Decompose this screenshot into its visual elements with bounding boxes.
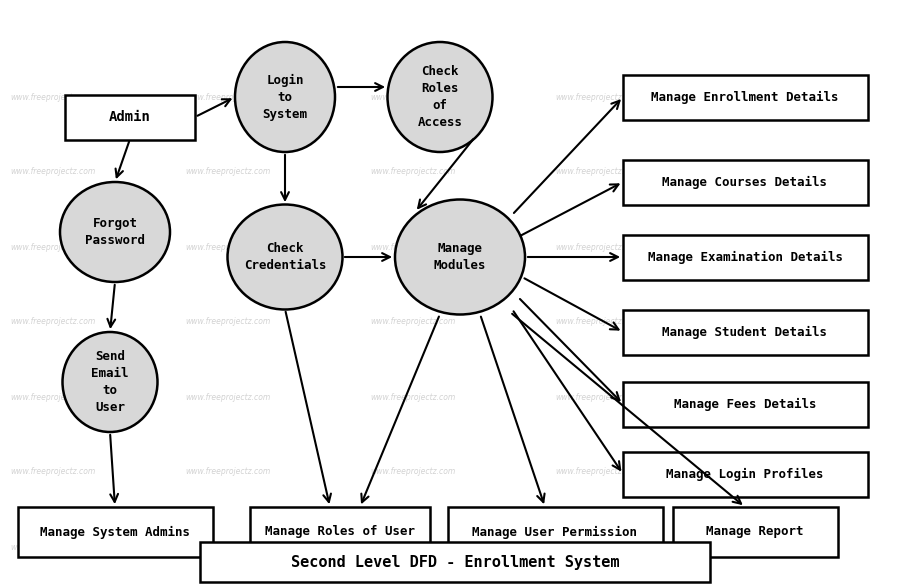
Text: www.freeprojectz.com: www.freeprojectz.com	[185, 467, 270, 477]
Text: www.freeprojectz.com: www.freeprojectz.com	[720, 318, 805, 326]
FancyBboxPatch shape	[623, 451, 867, 497]
Text: Manage Enrollment Details: Manage Enrollment Details	[651, 90, 839, 103]
Text: www.freeprojectz.com: www.freeprojectz.com	[555, 167, 640, 177]
FancyBboxPatch shape	[448, 507, 662, 557]
FancyBboxPatch shape	[250, 507, 430, 557]
Text: www.freeprojectz.com: www.freeprojectz.com	[370, 242, 455, 251]
Text: www.freeprojectz.com: www.freeprojectz.com	[370, 167, 455, 177]
Text: www.freeprojectz.com: www.freeprojectz.com	[370, 318, 455, 326]
FancyBboxPatch shape	[65, 95, 195, 140]
Text: Manage System Admins: Manage System Admins	[40, 525, 190, 538]
Text: www.freeprojectz.com: www.freeprojectz.com	[370, 467, 455, 477]
Text: www.freeprojectz.com: www.freeprojectz.com	[555, 467, 640, 477]
Text: Manage Login Profiles: Manage Login Profiles	[666, 467, 823, 481]
FancyBboxPatch shape	[623, 309, 867, 355]
Text: www.freeprojectz.com: www.freeprojectz.com	[720, 242, 805, 251]
Text: www.freeprojectz.com: www.freeprojectz.com	[10, 393, 95, 402]
FancyBboxPatch shape	[623, 160, 867, 204]
Text: www.freeprojectz.com: www.freeprojectz.com	[555, 318, 640, 326]
Text: www.freeprojectz.com: www.freeprojectz.com	[10, 318, 95, 326]
Text: Send
Email
to
User: Send Email to User	[92, 350, 129, 414]
Text: www.freeprojectz.com: www.freeprojectz.com	[720, 93, 805, 102]
Text: www.freeprojectz.com: www.freeprojectz.com	[10, 542, 95, 552]
Text: www.freeprojectz.com: www.freeprojectz.com	[185, 542, 270, 552]
Text: www.freeprojectz.com: www.freeprojectz.com	[185, 318, 270, 326]
Text: www.freeprojectz.com: www.freeprojectz.com	[720, 467, 805, 477]
Ellipse shape	[395, 200, 525, 315]
Text: www.freeprojectz.com: www.freeprojectz.com	[555, 393, 640, 402]
Ellipse shape	[227, 204, 343, 309]
Text: www.freeprojectz.com: www.freeprojectz.com	[555, 93, 640, 102]
Ellipse shape	[62, 332, 158, 432]
Text: Manage Examination Details: Manage Examination Details	[648, 251, 843, 264]
Ellipse shape	[235, 42, 335, 152]
Text: www.freeprojectz.com: www.freeprojectz.com	[185, 167, 270, 177]
Text: Manage
Modules: Manage Modules	[434, 242, 486, 272]
Text: www.freeprojectz.com: www.freeprojectz.com	[10, 242, 95, 251]
Text: www.freeprojectz.com: www.freeprojectz.com	[10, 167, 95, 177]
Text: www.freeprojectz.com: www.freeprojectz.com	[370, 542, 455, 552]
FancyBboxPatch shape	[17, 507, 213, 557]
FancyBboxPatch shape	[623, 234, 867, 279]
Text: Forgot
Password: Forgot Password	[85, 217, 145, 247]
Text: Second Level DFD - Enrollment System: Second Level DFD - Enrollment System	[290, 555, 619, 569]
Text: Admin: Admin	[109, 110, 151, 124]
Text: www.freeprojectz.com: www.freeprojectz.com	[720, 542, 805, 552]
Ellipse shape	[387, 42, 493, 152]
Text: www.freeprojectz.com: www.freeprojectz.com	[720, 167, 805, 177]
Text: www.freeprojectz.com: www.freeprojectz.com	[10, 467, 95, 477]
Text: www.freeprojectz.com: www.freeprojectz.com	[370, 93, 455, 102]
Text: Manage Report: Manage Report	[706, 525, 803, 538]
Text: Manage Roles of User: Manage Roles of User	[265, 525, 415, 538]
Text: Manage Courses Details: Manage Courses Details	[662, 176, 827, 188]
Text: www.freeprojectz.com: www.freeprojectz.com	[555, 542, 640, 552]
Ellipse shape	[60, 182, 170, 282]
FancyBboxPatch shape	[623, 382, 867, 427]
Text: www.freeprojectz.com: www.freeprojectz.com	[185, 93, 270, 102]
Text: www.freeprojectz.com: www.freeprojectz.com	[720, 393, 805, 402]
Text: Manage Fees Details: Manage Fees Details	[674, 397, 816, 410]
Text: www.freeprojectz.com: www.freeprojectz.com	[370, 393, 455, 402]
Text: Login
to
System: Login to System	[263, 73, 308, 120]
Text: www.freeprojectz.com: www.freeprojectz.com	[555, 242, 640, 251]
FancyBboxPatch shape	[200, 542, 710, 582]
FancyBboxPatch shape	[623, 75, 867, 120]
Text: Manage User Permission: Manage User Permission	[473, 525, 638, 538]
Text: www.freeprojectz.com: www.freeprojectz.com	[185, 242, 270, 251]
Text: www.freeprojectz.com: www.freeprojectz.com	[10, 93, 95, 102]
FancyBboxPatch shape	[672, 507, 837, 557]
Text: www.freeprojectz.com: www.freeprojectz.com	[185, 393, 270, 402]
Text: Manage Student Details: Manage Student Details	[662, 325, 827, 339]
Text: www.freeprojectz.com: www.freeprojectz.com	[341, 547, 575, 567]
Text: Check
Roles
of
Access: Check Roles of Access	[418, 65, 463, 129]
Text: Check
Credentials: Check Credentials	[244, 242, 326, 272]
